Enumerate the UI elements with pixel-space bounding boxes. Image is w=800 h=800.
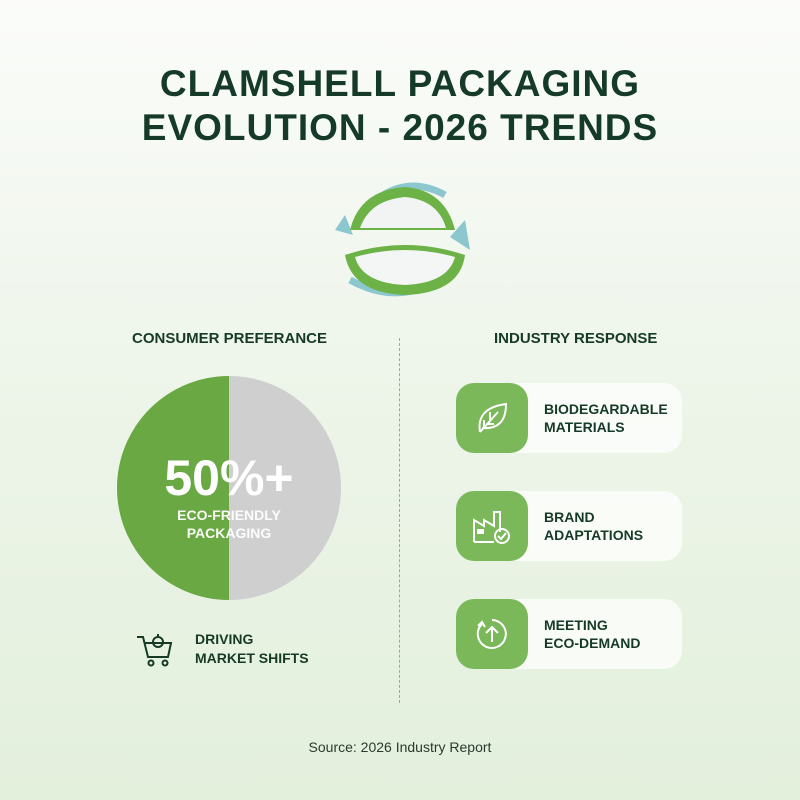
card-brand-adaptations: BRAND ADAPTATIONS xyxy=(456,491,682,561)
title-line-1: CLAMSHELL PACKAGING xyxy=(159,63,641,104)
item-line-2: MATERIALS xyxy=(544,419,625,435)
consumer-preference-heading: CONSUMER PREFERANCE xyxy=(132,330,328,347)
stat-label-1: ECO-FRIENDLY xyxy=(177,507,281,523)
factory-check-icon xyxy=(456,491,528,561)
stat-value: 50%+ xyxy=(164,450,294,506)
clamshell-illustration xyxy=(335,182,470,297)
driving-market-shifts: DRIVING MARKET SHIFTS xyxy=(135,630,309,668)
item-line-1: BIODEGARDABLE xyxy=(544,401,668,417)
item-line-1: MEETING xyxy=(544,617,608,633)
pie-slice-0 xyxy=(117,376,229,600)
industry-response-heading: INDUSTRY RESPONSE xyxy=(494,330,658,347)
page-title: CLAMSHELL PACKAGING EVOLUTION - 2026 TREN… xyxy=(0,62,800,150)
title-line-2: EVOLUTION - 2026 TRENDS xyxy=(141,107,659,148)
card-eco-demand: MEETING ECO-DEMAND xyxy=(456,599,682,669)
divider xyxy=(399,338,400,703)
pie-chart xyxy=(117,376,341,600)
card-biodegradable: BIODEGARDABLE MATERIALS xyxy=(456,383,682,453)
stat-label-2: PACKAGING xyxy=(186,525,272,541)
item-line-2: ADAPTATIONS xyxy=(544,527,644,543)
leaf-icon xyxy=(456,383,528,453)
item-line-2: ECO-DEMAND xyxy=(544,635,641,651)
driver-line-2: MARKET SHIFTS xyxy=(195,650,309,666)
item-line-1: BRAND xyxy=(544,509,595,525)
shopping-cart-icon xyxy=(137,634,173,667)
pie-annotation: 50%+ ECO-FRIENDLY PACKAGING xyxy=(117,450,341,542)
driver-line-1: DRIVING xyxy=(195,631,254,647)
source-note: Source: 2026 Industry Report xyxy=(308,739,492,755)
pie-slice-1 xyxy=(229,376,341,600)
circular-arrow-up-icon xyxy=(456,599,528,669)
